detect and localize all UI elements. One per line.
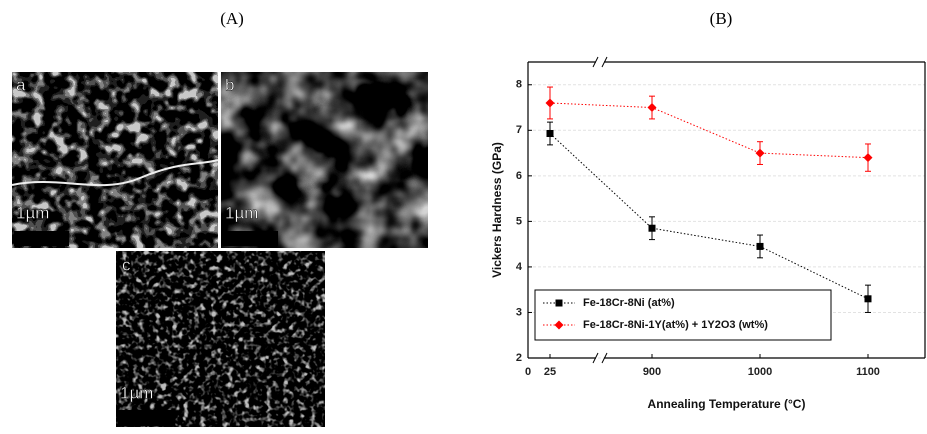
scale-bar-label: 1µm [120, 383, 153, 402]
series-line [549, 133, 869, 300]
legend-box [534, 289, 832, 341]
x-tick-label: 0 [525, 366, 531, 378]
micrograph: a 1µm [11, 72, 219, 248]
micrograph: b 1µm [221, 72, 428, 248]
legend-label: Fe-18Cr-8Ni (at%) [583, 297, 675, 309]
scale-bar [14, 231, 69, 246]
y-tick-label: 8 [516, 79, 522, 91]
data-point [756, 242, 764, 250]
scale-bar-label: 1µm [16, 203, 49, 222]
y-tick-label: 3 [516, 306, 522, 318]
micrograph-label: a [16, 75, 26, 94]
series-line [549, 102, 869, 159]
data-point [546, 129, 554, 137]
data-point [755, 148, 765, 158]
x-tick-label: 900 [643, 366, 661, 378]
data-point [647, 103, 657, 113]
scale-bar-label: 1µm [225, 203, 258, 222]
legend: Fe-18Cr-8Ni (at%) Fe-18Cr-8Ni-1Y(at%) + 1… [534, 289, 832, 341]
series [545, 86, 873, 172]
x-axis-label: Annealing Temperature (°C) [648, 397, 806, 411]
micrograph-label: c [122, 255, 131, 274]
scale-bar [118, 410, 175, 426]
y-tick-label: 7 [516, 124, 522, 136]
axis-break [592, 56, 599, 68]
legend-label: Fe-18Cr-8Ni-1Y(at%) + 1Y2O3 (wt%) [583, 319, 768, 331]
x-tick-label: 1100 [856, 366, 880, 378]
data-point [545, 98, 555, 108]
x-tick-label: 1000 [748, 366, 772, 378]
y-tick-label: 5 [516, 215, 522, 227]
chart: 2 3 4 5 6 7 8 0 25 900 1000 1100 Annealing Temperatu… [490, 56, 926, 411]
series [546, 121, 872, 313]
axis-break [601, 352, 608, 364]
y-tick-label: 2 [516, 352, 522, 364]
axis-break [601, 56, 608, 68]
scale-bar [223, 231, 278, 246]
y-tick-label: 4 [516, 261, 523, 273]
data-point [864, 295, 872, 303]
data-point [863, 153, 873, 163]
x-tick-label: 25 [544, 366, 556, 378]
data-point [648, 224, 656, 232]
y-tick-label: 6 [516, 170, 522, 182]
legend-marker [554, 320, 564, 330]
panel-label: (B) [710, 9, 733, 28]
micrograph-label: b [225, 75, 234, 94]
legend-marker [555, 299, 563, 307]
panel-label: (A) [220, 9, 244, 28]
micrograph: c 1µm [116, 251, 325, 427]
y-axis-label: Vickers Hardness (GPa) [490, 142, 504, 278]
axis-break [592, 352, 599, 364]
